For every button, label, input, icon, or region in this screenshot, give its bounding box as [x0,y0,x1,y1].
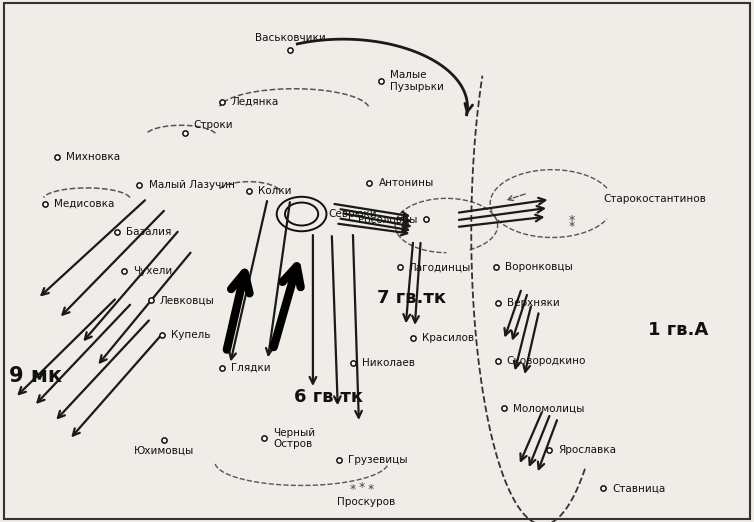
Text: Чухели: Чухели [133,266,173,277]
Text: Ледянка: Ледянка [231,97,279,107]
Text: Грузевицы: Грузевицы [348,455,408,466]
Text: Ярославка: Ярославка [558,445,616,455]
Text: Ставница: Ставница [612,483,666,493]
Text: Юхимовцы: Юхимовцы [134,446,195,456]
Text: Сковородкино: Сковородкино [507,356,586,366]
Text: Медисовка: Медисовка [54,198,115,209]
Text: *: * [368,483,374,496]
Text: Моломолицы: Моломолицы [513,403,584,413]
Text: Антонины: Антонины [379,177,434,188]
Text: Лагодинцы: Лагодинцы [409,262,471,272]
Text: ⁑: ⁑ [569,217,575,230]
Text: Колки: Колки [258,185,291,196]
Text: Левковцы: Левковцы [160,295,215,305]
Text: Севрюки: Севрюки [328,209,376,219]
Text: 7 гв.тк: 7 гв.тк [377,289,446,306]
Text: Строки: Строки [194,121,234,130]
Text: Васьковчики: Васьковчики [255,33,326,43]
Text: Старокостантинов: Старокостантинов [603,194,706,205]
Text: *: * [350,483,356,496]
Text: Красилов: Красилов [422,333,474,343]
Text: Верхняки: Верхняки [507,298,559,308]
Text: 6 гв.тк: 6 гв.тк [294,388,363,406]
Text: Черный
Остров: Черный Остров [273,428,315,449]
Text: Базалия: Базалия [126,227,171,238]
Text: Малые
Пузырьки: Малые Пузырьки [390,70,443,92]
Text: *: * [359,481,365,494]
Text: Малый Лазучин: Малый Лазучин [149,180,234,191]
Text: Купель: Купель [171,330,210,340]
Text: 1 гв.А: 1 гв.А [648,321,709,339]
Text: Глядки: Глядки [231,363,271,373]
Text: Михновка: Михновка [66,151,120,162]
Text: Николаев: Николаев [362,358,415,368]
Text: Проскуров: Проскуров [336,497,395,507]
Text: Росоловцы: Росоловцы [357,214,417,224]
Text: Воронковцы: Воронковцы [505,262,573,272]
Text: 9 мк: 9 мк [9,366,62,386]
